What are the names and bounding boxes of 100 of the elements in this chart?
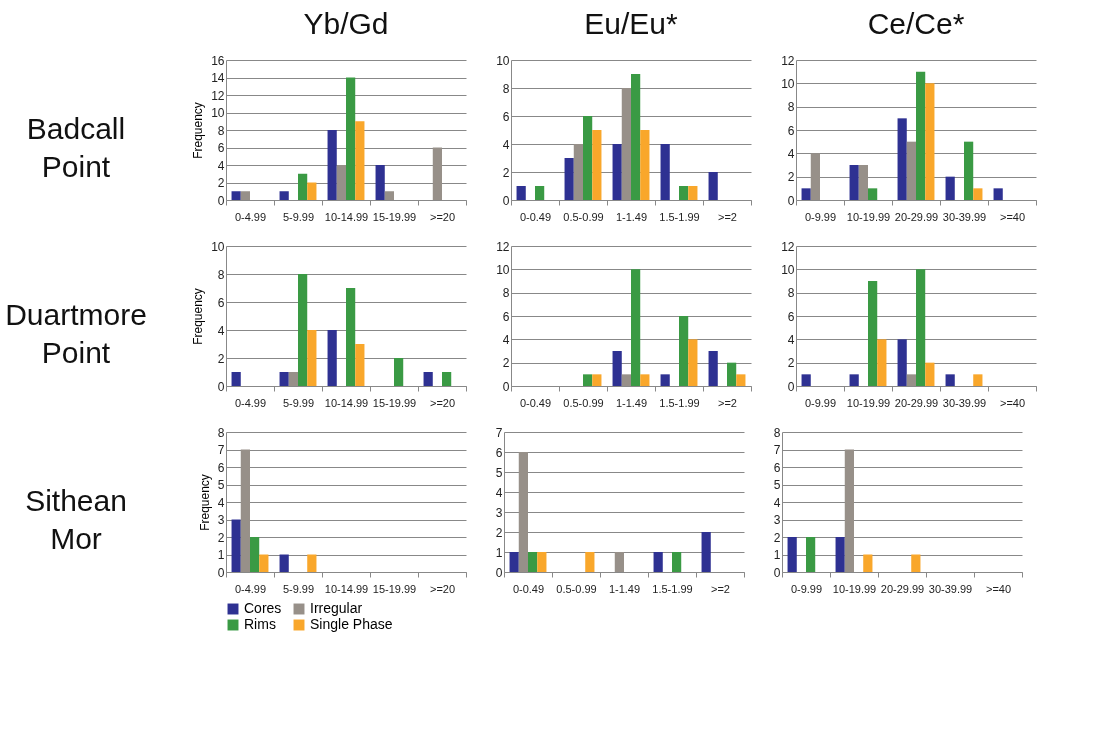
x-tick-label: >=2 [711, 582, 730, 595]
bar [573, 144, 583, 200]
y-tick-label: 10 [496, 262, 510, 277]
y-tick-label: 8 [502, 286, 510, 301]
bar [877, 339, 887, 386]
x-tick-label: 10-19.99 [832, 582, 877, 595]
y-tick-label: 12 [496, 239, 510, 254]
y-tick-label: 4 [217, 495, 225, 510]
bar [592, 130, 602, 200]
bar [906, 141, 916, 200]
bar [906, 374, 916, 386]
bar [518, 452, 528, 572]
y-tick-label: 6 [495, 445, 503, 460]
y-tick-label: 2 [217, 351, 225, 366]
y-tick-label: 0 [502, 193, 510, 208]
y-axis-title: Frequency [191, 102, 206, 159]
x-tick-label: 1.5-1.99 [652, 582, 693, 595]
y-tick-label: 2 [787, 356, 795, 371]
x-tick-label: 0-0.49 [519, 396, 552, 409]
bar [621, 88, 631, 200]
bar [727, 362, 737, 386]
x-tick-label: 0-9.99 [804, 396, 837, 409]
bar [660, 144, 670, 200]
x-tick-label: 20-29.99 [894, 210, 939, 223]
y-tick-label: 8 [502, 81, 510, 96]
y-tick-label: 2 [787, 170, 795, 185]
bar [346, 77, 356, 200]
x-tick-label: 1-1.49 [615, 396, 648, 409]
bar [801, 188, 811, 200]
x-tick-label: 10-14.99 [324, 396, 369, 409]
y-tick-label: 4 [787, 146, 795, 161]
x-tick-label: 0-9.99 [790, 582, 823, 595]
bar [701, 532, 711, 572]
y-tick-label: 16 [211, 53, 225, 68]
chart-title: Ce/Ce* [867, 7, 965, 40]
x-tick-label: 1.5-1.99 [659, 396, 700, 409]
y-tick-label: 7 [773, 443, 781, 457]
y-tick-label: 0 [217, 379, 225, 394]
x-tick-label: >=20 [429, 582, 456, 595]
y-tick-label: 10 [781, 262, 795, 277]
x-tick-label: 20-29.99 [894, 396, 939, 409]
bar [231, 519, 241, 572]
x-tick-label: >=20 [429, 210, 456, 223]
y-tick-label: 6 [787, 309, 795, 324]
y-tick-label: 6 [787, 123, 795, 138]
y-tick-label: 7 [217, 443, 225, 457]
bar [612, 351, 622, 386]
x-tick-label: 0.5-0.99 [556, 582, 597, 595]
y-tick-label: 7 [495, 425, 503, 440]
bar [925, 362, 935, 386]
bar [868, 188, 878, 200]
x-tick-label: 0-4.99 [234, 396, 267, 409]
bar [672, 552, 682, 572]
bar [688, 186, 698, 200]
x-tick-label: 0-0.49 [519, 210, 552, 223]
bar [653, 552, 663, 572]
bar [375, 165, 385, 200]
legend-label: Cores [244, 600, 282, 616]
x-tick-label: 5-9.99 [282, 210, 315, 223]
y-tick-label: 2 [502, 165, 510, 180]
y-tick-label: 4 [787, 332, 795, 347]
x-tick-label: 1-1.49 [608, 582, 641, 595]
bar [327, 330, 337, 386]
bar [231, 191, 241, 200]
bar [621, 374, 631, 386]
y-tick-label: 6 [217, 460, 225, 475]
bar [925, 83, 935, 200]
y-tick-label: 8 [217, 267, 225, 282]
bar [708, 351, 718, 386]
bar [640, 130, 650, 200]
y-tick-label: 3 [495, 505, 503, 520]
bar [612, 144, 622, 200]
bar [849, 165, 859, 200]
y-tick-label: 1 [495, 545, 503, 560]
bar [631, 74, 641, 200]
bar [250, 537, 260, 572]
y-tick-label: 14 [211, 71, 225, 85]
bar [863, 554, 873, 572]
bar [307, 182, 317, 200]
bar [640, 374, 650, 386]
chart-title: Eu/Eu* [584, 7, 679, 40]
chart-title: Yb/Gd [303, 7, 389, 40]
y-tick-label: 6 [217, 295, 225, 310]
x-tick-label: 20-29.99 [880, 582, 925, 595]
y-tick-label: 4 [773, 495, 781, 510]
bar [307, 554, 317, 572]
bar [945, 176, 955, 200]
bar [945, 374, 955, 386]
x-tick-label: >=20 [429, 396, 456, 409]
bar [897, 118, 907, 200]
y-tick-label: 2 [502, 356, 510, 371]
y-tick-label: 5 [495, 465, 503, 480]
x-tick-label: 0.5-0.99 [563, 210, 604, 223]
x-tick-label: >=2 [718, 210, 737, 223]
bar [336, 165, 346, 200]
y-tick-label: 3 [217, 513, 225, 527]
x-tick-label: 1.5-1.99 [659, 210, 700, 223]
bar [897, 339, 907, 386]
x-tick-label: 30-39.99 [942, 396, 987, 409]
legend-label: Single Phase [310, 616, 393, 632]
